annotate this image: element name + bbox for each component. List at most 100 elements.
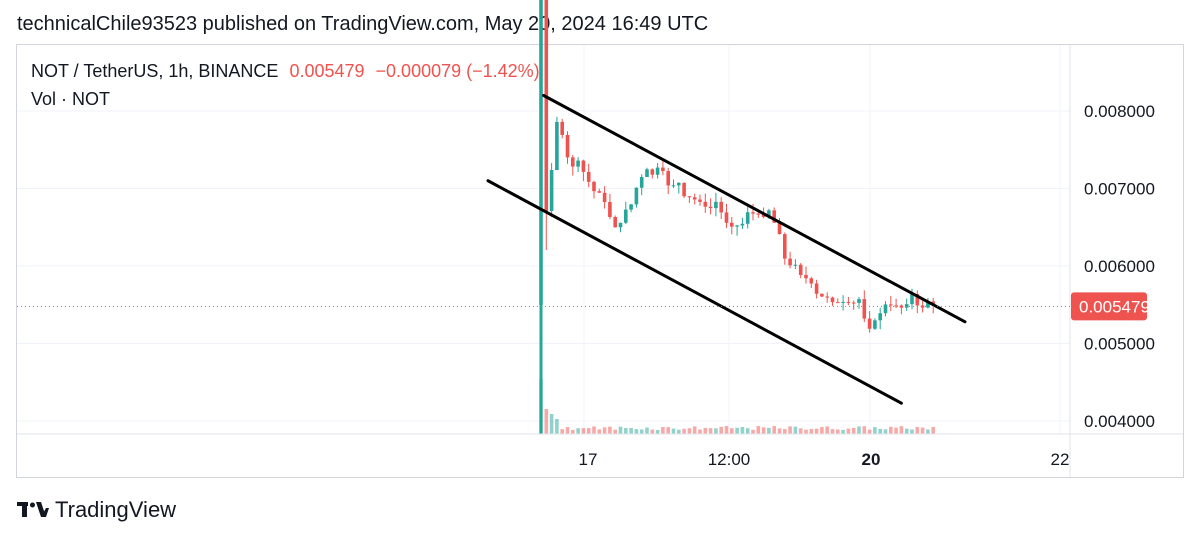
candle-body bbox=[602, 192, 607, 203]
volume-bar bbox=[804, 429, 808, 434]
tradingview-logo-icon bbox=[17, 502, 49, 517]
volume-bar bbox=[592, 426, 596, 434]
price-tick-label: 0.008000 bbox=[1084, 102, 1155, 121]
volume-bar bbox=[798, 428, 803, 434]
volume-bar bbox=[639, 429, 644, 434]
candle-body bbox=[634, 187, 639, 205]
volume-bar bbox=[730, 428, 734, 434]
volume-bar bbox=[756, 426, 761, 434]
candle-body bbox=[692, 197, 697, 200]
price-tick-label: 0.006000 bbox=[1084, 257, 1155, 276]
candle-body bbox=[830, 297, 835, 303]
chart-legend[interactable]: NOT / TetherUS, 1h, BINANCE 0.005479 −0.… bbox=[31, 61, 540, 82]
volume-bar bbox=[565, 427, 570, 434]
volume-bar bbox=[904, 428, 909, 434]
chart-frame[interactable] bbox=[16, 44, 1184, 478]
volume-bar bbox=[687, 428, 692, 434]
candle-body bbox=[857, 299, 861, 303]
candle-body bbox=[772, 210, 776, 223]
volume-bar bbox=[809, 428, 814, 434]
candle-body bbox=[671, 185, 676, 187]
volume-bar bbox=[926, 429, 930, 434]
volume-bar bbox=[714, 428, 718, 434]
volume-bar bbox=[841, 429, 845, 434]
volume-bar bbox=[719, 426, 723, 434]
candle-body bbox=[735, 225, 739, 227]
volume-bar bbox=[820, 427, 824, 434]
volume-bar bbox=[624, 428, 628, 434]
candle-body bbox=[560, 121, 564, 135]
candle-body bbox=[740, 223, 745, 226]
volume-bar bbox=[549, 414, 554, 434]
volume-bar bbox=[931, 426, 935, 434]
volume-bar bbox=[814, 428, 819, 434]
volume-bar bbox=[608, 426, 612, 434]
time-tick-label: 20 bbox=[862, 450, 881, 469]
volume-bar bbox=[878, 428, 882, 434]
time-tick-label: 22 bbox=[1051, 450, 1070, 469]
volume-bar bbox=[899, 426, 904, 434]
candle-body bbox=[873, 320, 877, 329]
channel-upper-line[interactable] bbox=[542, 94, 967, 324]
candle-body bbox=[904, 304, 909, 308]
volume-bars bbox=[539, 379, 935, 434]
candle-body bbox=[555, 121, 559, 171]
volume-bar bbox=[634, 429, 639, 434]
current-price-badge bbox=[1071, 292, 1147, 321]
volume-bar bbox=[671, 428, 676, 434]
candle-body bbox=[745, 212, 750, 224]
price-tick-label: 0.005000 bbox=[1084, 335, 1155, 354]
candle-body bbox=[666, 171, 670, 186]
candle-body bbox=[878, 313, 882, 321]
volume-bar bbox=[677, 429, 681, 434]
volume-bar bbox=[571, 429, 575, 434]
price-axis: 0.008000 0.007000 0.006000 0.005000 0.004000… bbox=[17, 45, 1183, 477]
candle-body bbox=[788, 258, 792, 266]
candle-body bbox=[756, 213, 761, 215]
candle-body bbox=[836, 302, 840, 304]
grid-lines bbox=[17, 45, 1070, 434]
volume-bar bbox=[745, 428, 750, 434]
candle-body bbox=[889, 304, 893, 306]
volume-bar bbox=[857, 426, 861, 434]
volume-bar bbox=[830, 429, 835, 434]
candle-body bbox=[624, 209, 628, 223]
candle-body bbox=[650, 169, 655, 175]
candle-body bbox=[846, 301, 851, 303]
volume-legend[interactable]: Vol · NOT bbox=[31, 89, 111, 109]
volume-bar bbox=[889, 426, 893, 434]
candle-body bbox=[708, 206, 713, 209]
channel-lower-line[interactable] bbox=[486, 179, 903, 405]
candle-body bbox=[862, 299, 867, 319]
symbol-label[interactable]: NOT / TetherUS, 1h, BINANCE bbox=[31, 61, 279, 81]
price-tick-label: 0.007000 bbox=[1084, 180, 1155, 199]
candle-body bbox=[825, 296, 829, 298]
candle-body bbox=[608, 202, 612, 218]
candle-body bbox=[714, 201, 718, 209]
volume-bar bbox=[544, 409, 549, 434]
candle-body bbox=[730, 222, 734, 227]
volume-bar bbox=[915, 427, 920, 434]
volume-bar bbox=[836, 429, 840, 434]
candle-body bbox=[661, 167, 665, 172]
price-tick-label: 0.004000 bbox=[1084, 412, 1155, 431]
candle-body bbox=[655, 167, 660, 175]
volume-bar bbox=[846, 428, 851, 434]
candle-body bbox=[883, 304, 888, 314]
volume-bar bbox=[867, 429, 872, 434]
candle-body bbox=[677, 182, 681, 186]
tradingview-logo[interactable]: TradingView bbox=[17, 497, 176, 523]
volume-bar bbox=[777, 428, 782, 434]
candle-body bbox=[719, 201, 723, 213]
volume-bar bbox=[618, 426, 623, 434]
candle-body bbox=[586, 171, 591, 182]
volume-bar bbox=[761, 427, 766, 434]
volume-bar bbox=[788, 426, 792, 434]
volume-bar bbox=[666, 427, 670, 434]
candle-body bbox=[571, 157, 575, 167]
candle-body bbox=[751, 212, 755, 214]
candle-body bbox=[820, 293, 824, 297]
candle-body bbox=[926, 301, 930, 308]
candle-body bbox=[920, 305, 925, 308]
